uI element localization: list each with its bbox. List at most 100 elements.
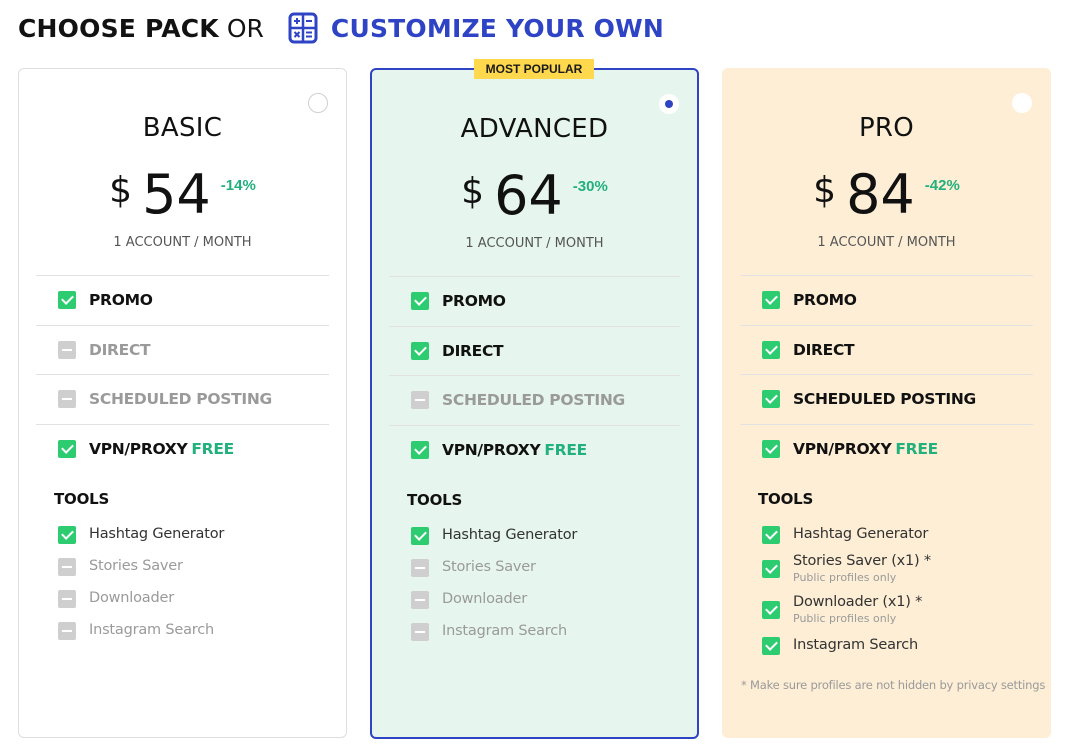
discount-badge: -14%: [220, 177, 256, 194]
price-row: $ 84 -42%: [723, 164, 1050, 226]
tool-label: Instagram Search: [442, 623, 567, 639]
plan-radio-basic[interactable]: [308, 93, 328, 113]
most-popular-badge: MOST POPULAR: [474, 59, 594, 79]
check-icon: [58, 526, 76, 544]
tool-sublabel: Public profiles only: [793, 571, 897, 584]
plan-radio-pro[interactable]: [1012, 93, 1032, 113]
tool-label: Stories Saver (x1) *: [793, 553, 931, 569]
minus-icon: [411, 623, 429, 641]
feature-list: PROMO DIRECT SCHEDULED POSTING VPN/PROXY…: [36, 275, 329, 474]
feature-scheduled-posting: SCHEDULED POSTING: [36, 375, 329, 425]
tool-downloader: Downloader: [58, 588, 336, 620]
feature-label: PROMO: [442, 292, 506, 311]
feature-vpn-proxy: VPN/PROXY FREE: [740, 425, 1033, 475]
feature-list: PROMO DIRECT SCHEDULED POSTING VPN/PROXY…: [740, 275, 1033, 474]
tool-label: Downloader: [89, 590, 174, 606]
check-icon: [411, 292, 429, 311]
price-amount: 54: [142, 163, 211, 226]
feature-label: VPN/PROXY: [793, 440, 892, 459]
feature-promo: PROMO: [389, 277, 680, 327]
tool-label: Hashtag Generator: [89, 526, 225, 542]
tool-instagram-search: Instagram Search: [411, 621, 687, 653]
billing-period: 1 ACCOUNT / MONTH: [113, 235, 252, 250]
tool-instagram-search: Instagram Search: [762, 635, 1040, 667]
privacy-footnote: * Make sure profiles are not hidden by p…: [741, 678, 1046, 692]
check-icon: [762, 390, 780, 409]
price-row: $ 64 -30%: [372, 165, 697, 227]
check-icon: [411, 441, 429, 460]
tool-downloader: Downloader: [411, 589, 687, 621]
feature-direct: DIRECT: [389, 327, 680, 376]
feature-label: PROMO: [89, 291, 153, 310]
minus-icon: [411, 559, 429, 577]
check-icon: [58, 291, 76, 310]
tools-title: TOOLS: [758, 490, 814, 508]
tool-stories-saver: Stories Saver: [411, 557, 687, 589]
tools-title: TOOLS: [407, 491, 463, 509]
tool-hashtag-generator: Hashtag Generator: [411, 525, 687, 557]
check-icon: [762, 560, 780, 578]
customize-your-own-label[interactable]: CUSTOMIZE YOUR OWN: [330, 13, 665, 43]
check-icon: [762, 526, 780, 544]
tool-label: Downloader (x1) *: [793, 594, 923, 610]
free-tag: FREE: [191, 440, 234, 459]
feature-label: VPN/PROXY: [89, 440, 188, 459]
feature-scheduled-posting: SCHEDULED POSTING: [740, 375, 1033, 425]
plan-radio-advanced[interactable]: [659, 94, 679, 114]
feature-list: PROMO DIRECT SCHEDULED POSTING VPN/PROXY…: [389, 276, 680, 475]
check-icon: [411, 527, 429, 545]
check-icon: [762, 601, 780, 619]
check-icon: [58, 440, 76, 459]
price-amount: 64: [494, 164, 563, 227]
minus-icon: [58, 390, 76, 409]
tool-label: Instagram Search: [89, 622, 214, 638]
minus-icon: [58, 590, 76, 608]
feature-direct: DIRECT: [36, 326, 329, 375]
plan-name: ADVANCED: [460, 114, 609, 144]
or-text: OR: [226, 13, 264, 43]
plan-name: PRO: [858, 113, 915, 143]
tool-label: Stories Saver: [442, 559, 536, 575]
check-icon: [762, 440, 780, 459]
feature-label: PROMO: [793, 291, 857, 310]
feature-label: DIRECT: [793, 340, 855, 359]
tool-list: Hashtag Generator Stories Saver (x1) * P…: [762, 524, 1040, 667]
minus-icon: [58, 340, 76, 359]
price-amount: 84: [846, 163, 915, 226]
choose-pack-title: CHOOSE PACK: [18, 13, 219, 43]
page-header: CHOOSE PACK OR CUSTOMIZE YOUR OWN: [18, 10, 664, 46]
plan-card-pro[interactable]: PRO $ 84 -42% 1 ACCOUNT / MONTH PROMO DI…: [722, 68, 1051, 738]
feature-label: DIRECT: [89, 340, 151, 359]
tool-label: Hashtag Generator: [442, 527, 578, 543]
feature-vpn-proxy: VPN/PROXY FREE: [389, 426, 680, 476]
customize-your-own-link[interactable]: CUSTOMIZE YOUR OWN: [288, 12, 664, 44]
tool-label: Stories Saver: [89, 558, 183, 574]
tool-label: Hashtag Generator: [793, 526, 929, 542]
tool-hashtag-generator: Hashtag Generator: [762, 524, 1040, 551]
check-icon: [411, 341, 429, 360]
minus-icon: [411, 591, 429, 609]
plan-card-basic[interactable]: BASIC $ 54 -14% 1 ACCOUNT / MONTH PROMO …: [18, 68, 347, 738]
tool-label: Instagram Search: [793, 637, 918, 653]
tool-downloader: Downloader (x1) * Public profiles only: [762, 592, 1040, 633]
check-icon: [762, 637, 780, 655]
feature-label: VPN/PROXY: [442, 441, 541, 460]
tool-text: Downloader (x1) * Public profiles only: [793, 592, 922, 625]
billing-period: 1 ACCOUNT / MONTH: [465, 236, 604, 251]
feature-promo: PROMO: [36, 276, 329, 326]
feature-direct: DIRECT: [740, 326, 1033, 375]
calculator-icon: [288, 12, 318, 44]
tool-label: Downloader: [442, 591, 527, 607]
minus-icon: [58, 558, 76, 576]
discount-badge: -30%: [572, 178, 608, 195]
tool-instagram-search: Instagram Search: [58, 620, 336, 652]
tool-hashtag-generator: Hashtag Generator: [58, 524, 336, 556]
plan-card-advanced[interactable]: MOST POPULAR ADVANCED $ 64 -30% 1 ACCOUN…: [370, 59, 699, 739]
free-tag: FREE: [895, 440, 938, 459]
tool-list: Hashtag Generator Stories Saver Download…: [58, 524, 336, 652]
feature-label: SCHEDULED POSTING: [442, 391, 625, 410]
tools-title: TOOLS: [54, 490, 110, 508]
tool-stories-saver: Stories Saver: [58, 556, 336, 588]
feature-label: SCHEDULED POSTING: [793, 390, 976, 409]
currency-symbol: $: [109, 170, 133, 211]
